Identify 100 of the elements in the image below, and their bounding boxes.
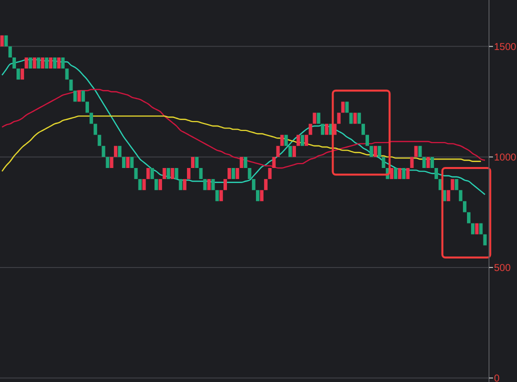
candlestick [292,146,296,157]
candlestick [320,124,324,135]
candlestick [150,168,154,180]
candlestick [430,156,434,168]
candlestick [90,112,94,124]
candlestick [134,168,138,180]
y-tick-label: 0 [494,374,500,382]
candlestick [36,57,40,69]
candlestick [122,156,126,168]
candlestick [73,90,77,102]
candlestick [483,234,487,246]
candlestick [394,168,398,180]
candlestick [308,124,312,135]
candlestick [374,146,378,157]
candlestick [182,179,186,190]
candlestick [316,112,320,124]
candlestick [162,168,166,180]
candlestick [57,57,61,69]
candlestick [228,168,232,180]
candlestick [142,179,146,190]
line-series [1,115,482,172]
candlestick [81,90,85,102]
candlestick [130,156,134,168]
candlestick [370,146,374,157]
candlestick [353,112,357,124]
candlestick [312,112,316,124]
candlestick [300,134,304,146]
candlestick [390,168,394,180]
candlestick [0,35,4,46]
candlestick [110,156,114,168]
candlestick [366,134,370,146]
y-tick-label: 500 [494,262,512,274]
line-series [1,88,486,169]
candlestick [361,124,365,135]
candlestick [86,102,89,113]
candlestick [422,156,426,168]
candlestick [458,190,462,202]
candlestick [349,112,353,124]
candlestick [219,190,223,202]
candlestick [65,68,69,80]
candlestick [20,68,24,80]
candlestick [252,179,256,190]
candlestick [236,168,240,180]
candlestick [434,168,438,180]
candlestick [40,57,44,69]
candlestick [341,102,345,113]
candlestick [53,57,57,69]
candlestick [98,134,102,146]
candlestick [378,146,382,157]
candlestick [264,179,268,190]
candlestick [44,57,48,69]
line-series [1,59,486,196]
candlestick [337,112,341,124]
candlestick [195,156,199,168]
candlestick [446,190,450,202]
candlestick [178,179,182,190]
candlestick [77,90,81,102]
candlestick [69,80,73,91]
candlestick [191,156,194,168]
candlestick [296,134,300,146]
candlestick [154,179,158,190]
candlestick [479,223,483,234]
candlestick [28,57,32,69]
candlestick [211,179,215,190]
candlestick [398,168,402,180]
candlestick [454,179,458,190]
candlestick [426,156,430,168]
candlestick [16,68,20,80]
candlestick [114,146,118,157]
candlestick [224,179,227,190]
candlestick [240,156,244,168]
candlestick [244,156,248,168]
candlestick [199,168,203,180]
candlestick [324,124,328,135]
candlestick [158,179,162,190]
candlestick [49,57,52,69]
candlestick [166,168,170,180]
candlestick [272,156,276,168]
candlestick [256,190,260,202]
candlestick [24,57,28,69]
candlestick [284,134,288,146]
candlestick [410,156,414,168]
candlestick [280,134,284,146]
candlestick [186,168,190,180]
candlestick [146,168,150,180]
candlestick [8,46,12,58]
candlestick [260,190,264,202]
candlestick [106,156,110,168]
candlestick [232,168,236,180]
candlestick [174,168,178,180]
candlestick [402,168,406,180]
candlestick [248,168,252,180]
candlestick [406,168,410,180]
candlestick [268,168,272,180]
candlestick [215,190,219,202]
candlestick [118,146,122,157]
candlestick [471,223,475,234]
candlestick [94,124,98,135]
candlestick [12,57,16,69]
candlestick [4,35,8,46]
